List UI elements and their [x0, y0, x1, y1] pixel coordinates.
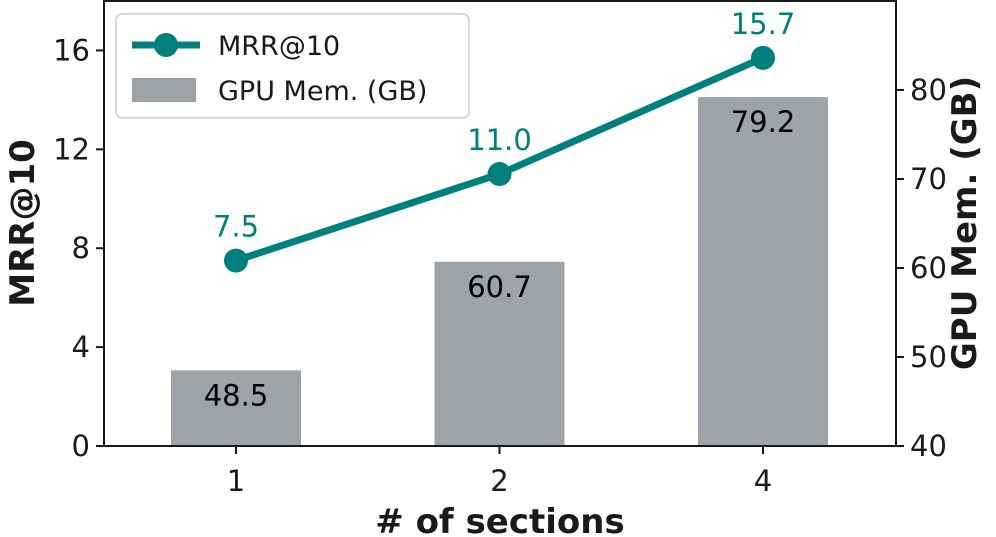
legend-line-marker	[154, 33, 178, 57]
legend-bar-label: GPU Mem. (GB)	[218, 76, 427, 107]
line-layer: 7.5 11.0 15.7	[213, 7, 795, 273]
bar-3	[698, 97, 828, 447]
y-right-tick-label-2: 60	[910, 251, 947, 285]
bar-value-label-2: 60.7	[467, 270, 532, 304]
mrr-value-label-3: 15.7	[731, 7, 796, 41]
legend-bar-swatch	[132, 78, 196, 102]
bar-2	[434, 261, 565, 446]
mrr-point-1	[224, 248, 248, 273]
x-axis-title: # of sections	[375, 502, 624, 537]
bar-1	[171, 370, 301, 446]
y-left-tick-label-2: 8	[72, 231, 90, 265]
x-tick-label-1: 1	[227, 464, 245, 498]
legend-line-label: MRR@10	[218, 31, 340, 62]
y-right-tick-label-1: 50	[910, 340, 947, 374]
y-right-tick-label-4: 80	[910, 73, 947, 107]
mrr-value-label-2: 11.0	[467, 123, 532, 157]
mrr-point-3	[751, 45, 775, 70]
mrr-point-2	[487, 162, 512, 187]
x-tick-label-3: 4	[754, 464, 772, 498]
y-left-axis-title: MRR@10	[3, 139, 43, 307]
bars-layer: 48.5 60.7 79.2	[171, 97, 828, 447]
legend-box	[115, 13, 470, 119]
y-left-tick-label-3: 12	[53, 132, 90, 166]
bar-value-label-3: 79.2	[731, 105, 796, 139]
y-left-tick-label-4: 16	[53, 33, 90, 67]
bar-value-label-1: 48.5	[204, 378, 269, 412]
y-right-tick-label-0: 40	[910, 429, 947, 463]
y-right-axis-title: GPU Mem. (GB)	[945, 76, 985, 370]
mrr-value-label-1: 7.5	[213, 210, 259, 244]
x-tick-label-2: 2	[490, 464, 508, 498]
y-left-tick-label-1: 4	[72, 330, 90, 364]
legend: MRR@10 GPU Mem. (GB)	[115, 13, 470, 119]
y-right-tick-label-3: 70	[910, 162, 947, 196]
y-left-tick-label-0: 0	[72, 429, 90, 463]
